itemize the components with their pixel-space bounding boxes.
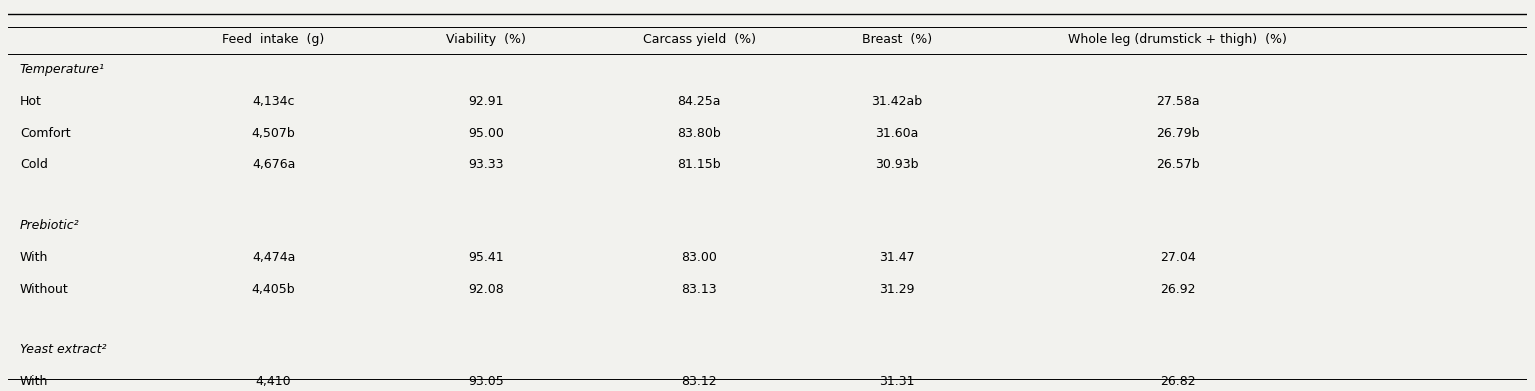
Text: Prebiotic²: Prebiotic² (20, 219, 80, 232)
Text: 93.33: 93.33 (468, 158, 503, 171)
Text: Yeast extract²: Yeast extract² (20, 343, 106, 357)
Text: 4,474a: 4,474a (252, 251, 295, 264)
Text: 4,507b: 4,507b (252, 127, 296, 140)
Text: 83.00: 83.00 (682, 251, 717, 264)
Text: Hot: Hot (20, 95, 41, 108)
Text: 4,410: 4,410 (256, 375, 292, 388)
Text: Temperature¹: Temperature¹ (20, 63, 104, 76)
Text: 83.12: 83.12 (682, 375, 717, 388)
Text: 95.41: 95.41 (468, 251, 503, 264)
Text: Whole leg (drumstick + thigh)  (%): Whole leg (drumstick + thigh) (%) (1068, 33, 1288, 47)
Text: 31.47: 31.47 (880, 251, 915, 264)
Text: 31.42ab: 31.42ab (870, 95, 923, 108)
Text: Feed  intake  (g): Feed intake (g) (223, 33, 325, 47)
Text: 27.58a: 27.58a (1156, 95, 1200, 108)
Text: 26.92: 26.92 (1160, 283, 1196, 296)
Text: 26.57b: 26.57b (1156, 158, 1200, 171)
Text: 4,405b: 4,405b (252, 283, 295, 296)
Text: Breast  (%): Breast (%) (861, 33, 932, 47)
Text: Cold: Cold (20, 158, 48, 171)
Text: 31.31: 31.31 (880, 375, 915, 388)
Text: Comfort: Comfort (20, 127, 71, 140)
Text: 93.05: 93.05 (468, 375, 503, 388)
Text: 81.15b: 81.15b (677, 158, 721, 171)
Text: With: With (20, 375, 48, 388)
Text: 84.25a: 84.25a (677, 95, 721, 108)
Text: Carcass yield  (%): Carcass yield (%) (643, 33, 755, 47)
Text: 83.13: 83.13 (682, 283, 717, 296)
Text: 4,676a: 4,676a (252, 158, 295, 171)
Text: 27.04: 27.04 (1160, 251, 1196, 264)
Text: 31.29: 31.29 (880, 283, 915, 296)
Text: 26.79b: 26.79b (1156, 127, 1199, 140)
Text: 30.93b: 30.93b (875, 158, 918, 171)
Text: 92.91: 92.91 (468, 95, 503, 108)
Text: 95.00: 95.00 (468, 127, 505, 140)
Text: 31.60a: 31.60a (875, 127, 918, 140)
Text: Without: Without (20, 283, 69, 296)
Text: 83.80b: 83.80b (677, 127, 721, 140)
Text: 4,134c: 4,134c (252, 95, 295, 108)
Text: 26.82: 26.82 (1160, 375, 1196, 388)
Text: With: With (20, 251, 48, 264)
Text: 92.08: 92.08 (468, 283, 503, 296)
Text: Viability  (%): Viability (%) (447, 33, 527, 47)
